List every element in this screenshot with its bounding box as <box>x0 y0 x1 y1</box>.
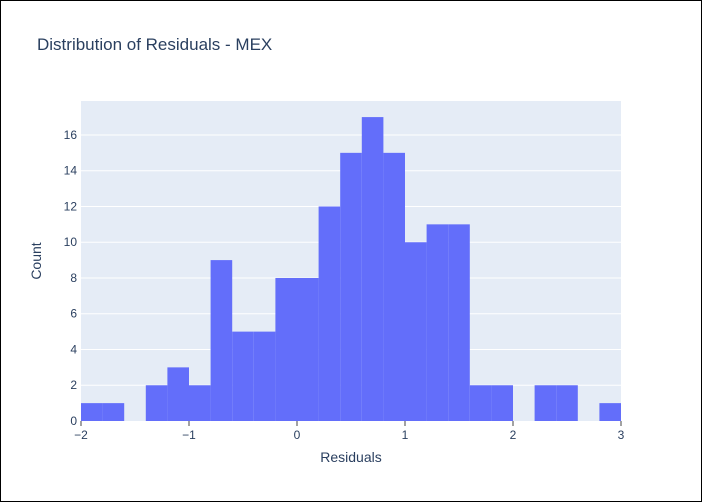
histogram-bar <box>189 385 211 421</box>
x-tick-label: −2 <box>74 428 88 442</box>
y-tick-label: 10 <box>64 235 78 249</box>
x-tick-label: 3 <box>618 428 625 442</box>
histogram-bar <box>405 242 427 421</box>
histogram-bar <box>361 117 384 421</box>
x-tick-label: −1 <box>182 428 196 442</box>
histogram-bar <box>448 224 470 421</box>
histogram-bar <box>275 277 297 421</box>
x-tick-label: 1 <box>402 428 409 442</box>
histogram-bar <box>318 206 341 421</box>
histogram-bar <box>210 260 233 421</box>
histogram-bar <box>556 385 578 421</box>
y-tick-label: 12 <box>64 199 78 213</box>
x-tick-label: 0 <box>294 428 301 442</box>
x-tick-label: 2 <box>510 428 517 442</box>
histogram-bar <box>534 385 557 421</box>
histogram-bar <box>340 152 362 422</box>
y-tick-label: 14 <box>64 164 78 178</box>
y-tick-label: 6 <box>70 307 77 321</box>
histogram-bar <box>599 403 621 421</box>
y-tick-label: 0 <box>70 414 77 428</box>
histogram-bar <box>426 224 449 421</box>
histogram-bar <box>491 385 513 421</box>
histogram-bar <box>253 331 276 421</box>
y-tick-label: 16 <box>64 128 78 142</box>
y-tick-label: 4 <box>70 342 77 356</box>
histogram-bar <box>102 403 125 421</box>
histogram-bar <box>167 367 189 421</box>
chart-title: Distribution of Residuals - MEX <box>37 35 273 54</box>
histogram-bar <box>383 152 405 422</box>
histogram-bar <box>145 385 168 421</box>
histogram-bar <box>232 331 254 421</box>
x-axis-label: Residuals <box>320 449 382 465</box>
y-tick-label: 2 <box>70 378 77 392</box>
histogram-bar <box>469 385 492 421</box>
y-tick-label: 8 <box>70 271 77 285</box>
histogram-bar <box>297 277 319 421</box>
histogram-bar <box>81 403 103 421</box>
